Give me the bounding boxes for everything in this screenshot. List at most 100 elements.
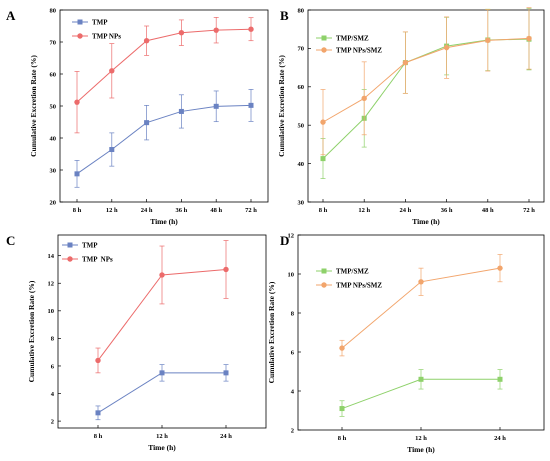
legend-label: TMP <box>92 19 108 27</box>
data-point <box>526 35 532 42</box>
x-tick-label: 24 h <box>400 207 412 214</box>
y-tick-label: 80 <box>298 7 305 14</box>
panel-d: D 2 4 6 8 10 12 8 h 12 h 24 h Time (h) Cumulative E… <box>267 232 545 454</box>
data-point <box>159 370 165 376</box>
legend-marker <box>67 256 73 262</box>
x-tick-label: 24 h <box>220 433 232 440</box>
y-tick-label: 6 <box>51 363 55 370</box>
x-axis-label: Time (h) <box>150 217 178 226</box>
y-tick-label: 30 <box>298 199 305 206</box>
y-tick-label: 12 <box>288 232 295 239</box>
y-tick-label: 40 <box>298 161 305 168</box>
legend-marker <box>321 268 327 274</box>
y-tick-label: 50 <box>298 123 305 130</box>
panel-b: B 30 40 50 60 70 80 8 h 12 h 24 h 36 h 48 h 72 h Time… <box>277 7 545 226</box>
x-tick-label: 48 h <box>210 207 222 214</box>
y-tick-label: 4 <box>291 388 295 395</box>
data-point <box>144 120 150 126</box>
y-tick-label: 60 <box>298 84 305 91</box>
data-point <box>339 406 345 412</box>
x-tick-label: 12 h <box>106 207 118 214</box>
y-tick-label: 12 <box>48 281 55 288</box>
y-tick-label: 50 <box>50 103 57 110</box>
y-tick-label: 10 <box>288 271 295 278</box>
y-tick-label: 30 <box>50 167 57 174</box>
data-point <box>402 59 409 66</box>
plot-frame <box>307 9 545 203</box>
legend-label: TMP NPs/SMZ <box>336 47 382 55</box>
y-tick-label: 8 <box>291 310 295 317</box>
x-tick-label: 72 h <box>523 207 535 214</box>
series-line <box>322 38 530 159</box>
x-tick-label: 12 h <box>415 435 427 442</box>
data-point <box>497 376 503 382</box>
x-tick-label: 24 h <box>141 207 153 214</box>
legend-marker <box>77 19 83 25</box>
y-tick-label: 2 <box>291 427 294 434</box>
data-point <box>443 44 450 51</box>
data-point <box>320 119 326 125</box>
x-axis-label: Time (h) <box>148 443 176 452</box>
data-point <box>74 99 80 105</box>
y-tick-label: 40 <box>50 135 57 142</box>
data-point <box>223 266 229 273</box>
y-tick-label: 20 <box>50 199 57 206</box>
data-point <box>339 345 345 351</box>
data-point <box>74 171 80 177</box>
y-tick-label: 2 <box>51 418 54 425</box>
x-tick-label: 8 h <box>94 433 103 440</box>
x-axis-label: Time (h) <box>412 217 440 226</box>
x-tick-label: 48 h <box>482 207 494 214</box>
data-point <box>223 370 229 376</box>
y-tick-label: 6 <box>291 349 295 356</box>
panel-label: A <box>6 8 16 23</box>
data-point <box>320 156 326 162</box>
series-line <box>76 28 252 103</box>
data-point <box>418 279 424 285</box>
data-point <box>248 102 254 108</box>
y-tick-label: 8 <box>51 336 55 343</box>
y-axis-label: Cumulative Excretion Rate (%) <box>27 280 36 382</box>
data-point <box>485 37 491 44</box>
y-axis-label: Cumulative Excretion Rate (%) <box>29 55 38 157</box>
data-point <box>143 38 150 44</box>
y-axis-label: Cumulative Excretion Rate (%) <box>267 281 276 383</box>
x-axis-label: Time (h) <box>407 445 435 454</box>
panel-label: B <box>280 8 289 23</box>
data-point <box>497 265 503 271</box>
x-tick-label: 8 h <box>338 435 347 442</box>
x-tick-label: 24 h <box>494 435 506 442</box>
data-point <box>361 95 367 102</box>
y-tick-label: 70 <box>298 46 305 53</box>
series-line <box>322 37 530 123</box>
legend-marker <box>67 242 73 248</box>
y-tick-label: 70 <box>50 39 57 46</box>
panel-label: D <box>280 233 289 248</box>
legend-marker <box>321 47 327 53</box>
y-tick-label: 14 <box>48 253 55 260</box>
legend-label: TMP/SMZ <box>336 35 369 43</box>
x-tick-label: 12 h <box>156 433 168 440</box>
y-tick-label: 60 <box>50 71 57 78</box>
y-tick-label: 10 <box>48 308 55 315</box>
legend-label: TMP/SMZ <box>336 268 369 276</box>
data-point <box>109 147 115 153</box>
data-point <box>178 108 184 114</box>
data-point <box>248 26 254 32</box>
legend-label: TMP NPs/SMZ <box>336 282 382 290</box>
data-point <box>95 410 101 416</box>
y-tick-label: 4 <box>51 391 55 398</box>
data-point <box>109 68 115 74</box>
panel-c: C 2 4 6 8 10 12 14 8 h 12 h 24 h Time (h) Cumulative… <box>6 233 267 452</box>
x-tick-label: 36 h <box>176 207 188 214</box>
y-tick-label: 80 <box>50 7 57 14</box>
x-tick-label: 8 h <box>73 207 82 214</box>
x-tick-label: 8 h <box>319 207 328 214</box>
data-point <box>418 376 424 382</box>
plot-frame <box>297 234 545 431</box>
legend-marker <box>77 33 83 39</box>
legend-label: TMP NPs <box>82 256 113 264</box>
panel-a: A 20 30 40 50 60 70 80 8 h 12 h 24 h 36 h 48 h 72 h Ti… <box>6 7 269 226</box>
data-point <box>178 30 185 36</box>
